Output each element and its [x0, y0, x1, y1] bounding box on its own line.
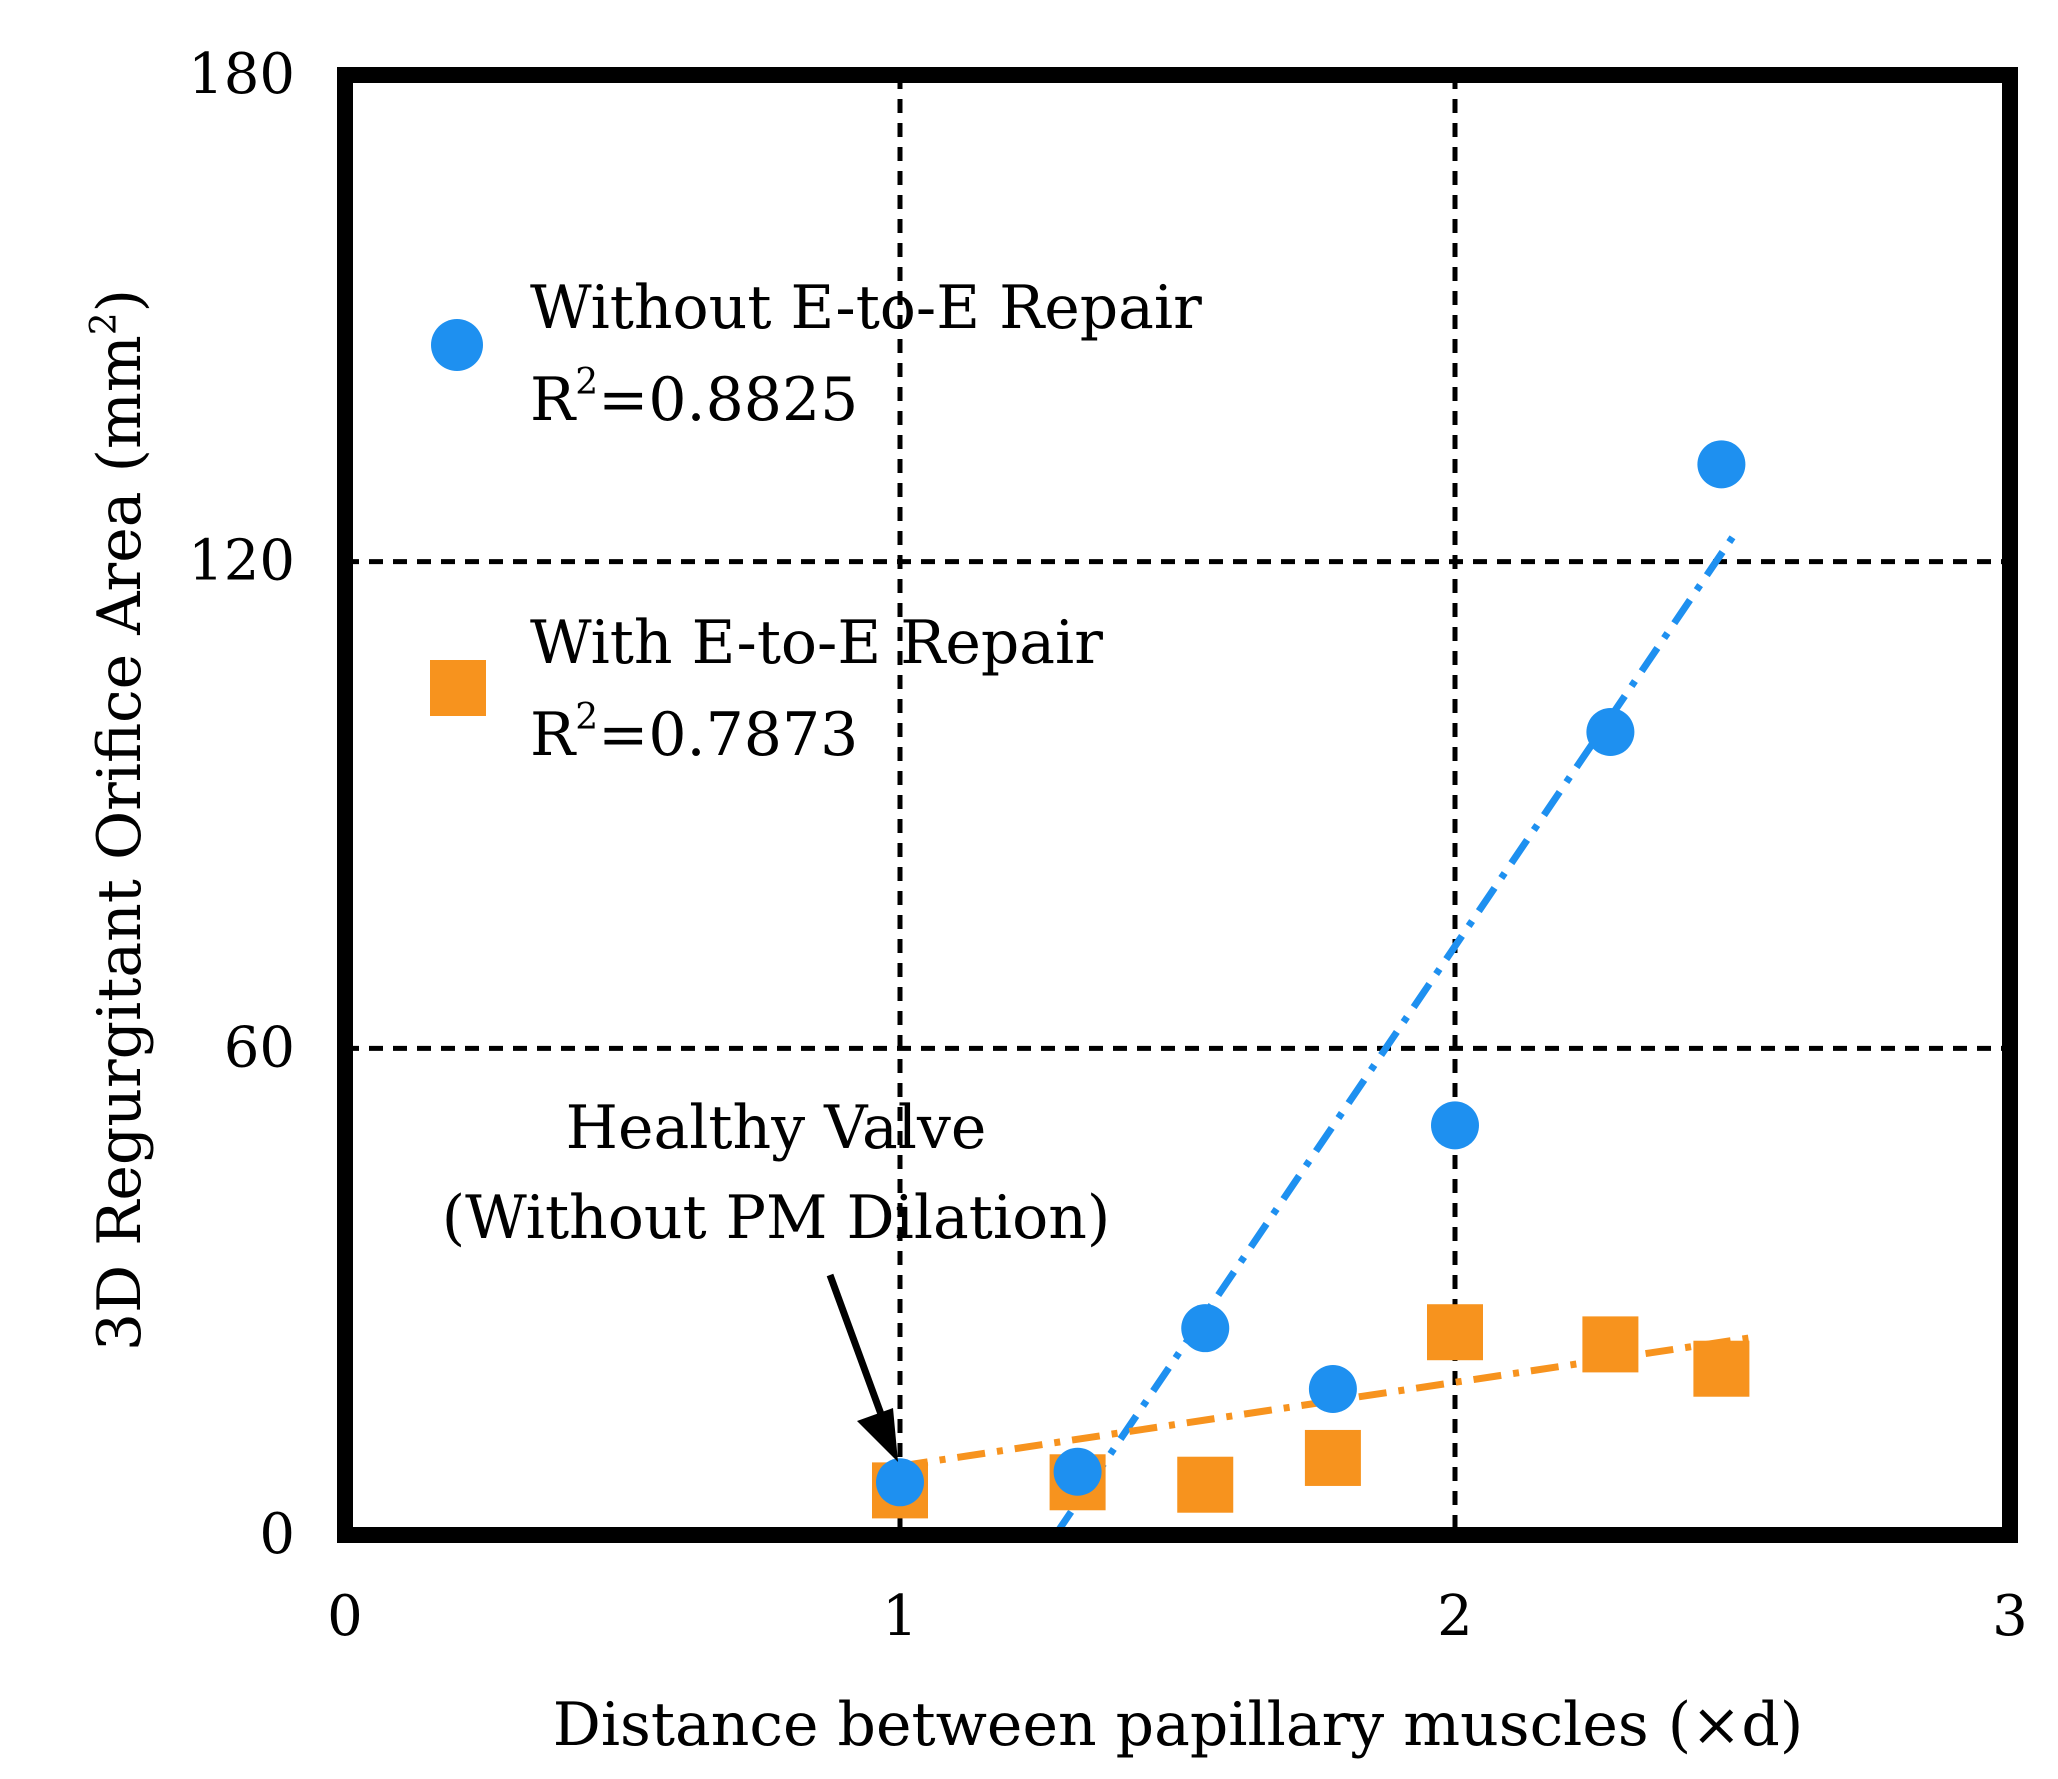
y-tick-label-0: 0: [259, 1502, 295, 1567]
y-tick-label-1: 60: [224, 1015, 295, 1080]
point-series-0-6: [1697, 440, 1746, 489]
point-series-1-6: [1693, 1340, 1750, 1397]
annotation-arrow-shaft: [826, 1273, 889, 1427]
legend-label-with-repair: With E-to-E Repair: [530, 608, 1103, 678]
y-axis-title: 3D Regurgitant Orifice Area (mm2): [84, 289, 155, 1351]
legend-item-without-repair: Without E-to-E Repair R2=0.8825: [431, 273, 1202, 435]
point-series-0-0: [876, 1458, 924, 1507]
point-series-0-2: [1181, 1304, 1230, 1353]
y-tick-label-3: 180: [188, 42, 295, 107]
point-series-1-2: [1177, 1456, 1234, 1513]
x-axis-title: Distance between papillary muscles (×d): [553, 1690, 1803, 1760]
plot-frame: [337, 67, 2018, 1543]
healthy-valve-annotation: Healthy Valve (Without PM Dilation): [442, 1093, 1111, 1462]
point-series-0-4: [1431, 1101, 1479, 1150]
x-tick-label-1: 1: [882, 1584, 918, 1649]
annotation-line-2: (Without PM Dilation): [442, 1183, 1111, 1253]
point-series-0-5: [1586, 708, 1635, 756]
y-tick-label-2: 120: [188, 529, 295, 594]
x-tick-label-2: 2: [1437, 1584, 1473, 1649]
x-tick-label-3: 3: [1992, 1584, 2028, 1649]
annotation-line-1: Healthy Valve: [566, 1093, 987, 1163]
point-series-1-3: [1304, 1429, 1361, 1486]
data-points: [872, 440, 1750, 1519]
legend-r2-without-repair: R2=0.8825: [530, 362, 858, 435]
tick-labels: 0 1 2 3 0 60 120 180: [188, 42, 2028, 1649]
point-series-1-5: [1582, 1316, 1639, 1373]
legend-r2-with-repair: R2=0.7873: [530, 697, 858, 770]
x-tick-label-0: 0: [327, 1584, 363, 1649]
legend-marker-square: [430, 660, 486, 716]
point-series-0-3: [1308, 1365, 1357, 1413]
legend-label-without-repair: Without E-to-E Repair: [530, 273, 1202, 343]
legend-item-with-repair: With E-to-E Repair R2=0.7873: [430, 608, 1103, 770]
point-series-0-1: [1053, 1447, 1102, 1496]
point-series-1-4: [1427, 1304, 1483, 1361]
annotation-arrow-head: [857, 1408, 898, 1462]
legend-marker-circle: [431, 319, 483, 371]
trendlines: [899, 535, 1761, 1537]
gridlines: [345, 75, 2010, 1535]
trendline-series-0: [1052, 535, 1736, 1537]
